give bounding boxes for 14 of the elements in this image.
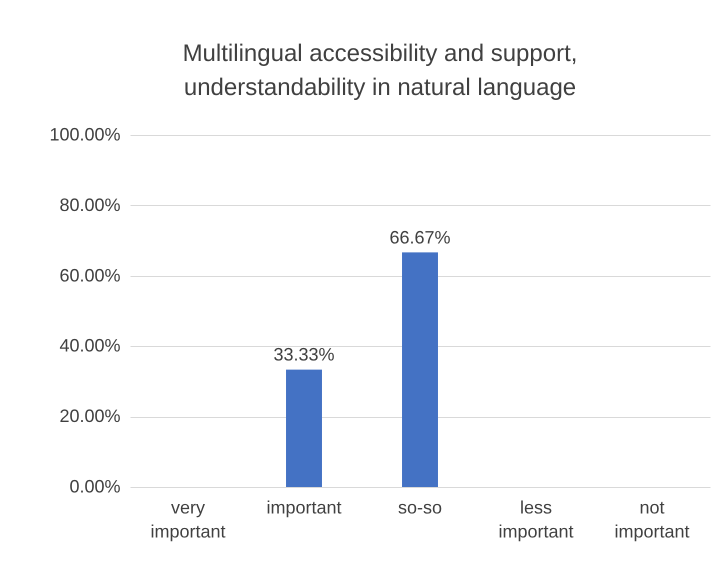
- data-label: 33.33%: [273, 344, 335, 365]
- x-tick-label: important: [266, 498, 342, 518]
- x-tick-label: less important: [498, 498, 574, 542]
- y-tick-label: 100.00%: [49, 124, 120, 144]
- x-tick-label: not important: [614, 498, 690, 542]
- x-tick-label: so-so: [398, 498, 442, 518]
- y-tick-label: 20.00%: [59, 406, 120, 426]
- x-tick-label: very important: [150, 498, 226, 542]
- y-tick-label: 80.00%: [59, 194, 120, 215]
- data-label: 66.67%: [389, 227, 451, 248]
- chart-title: Multilingual accessibility and support, understandability in natural language: [182, 40, 578, 101]
- y-tick-label: 0.00%: [69, 476, 120, 496]
- y-tick-label: 40.00%: [59, 336, 120, 356]
- y-tick-label: 60.00%: [59, 265, 120, 286]
